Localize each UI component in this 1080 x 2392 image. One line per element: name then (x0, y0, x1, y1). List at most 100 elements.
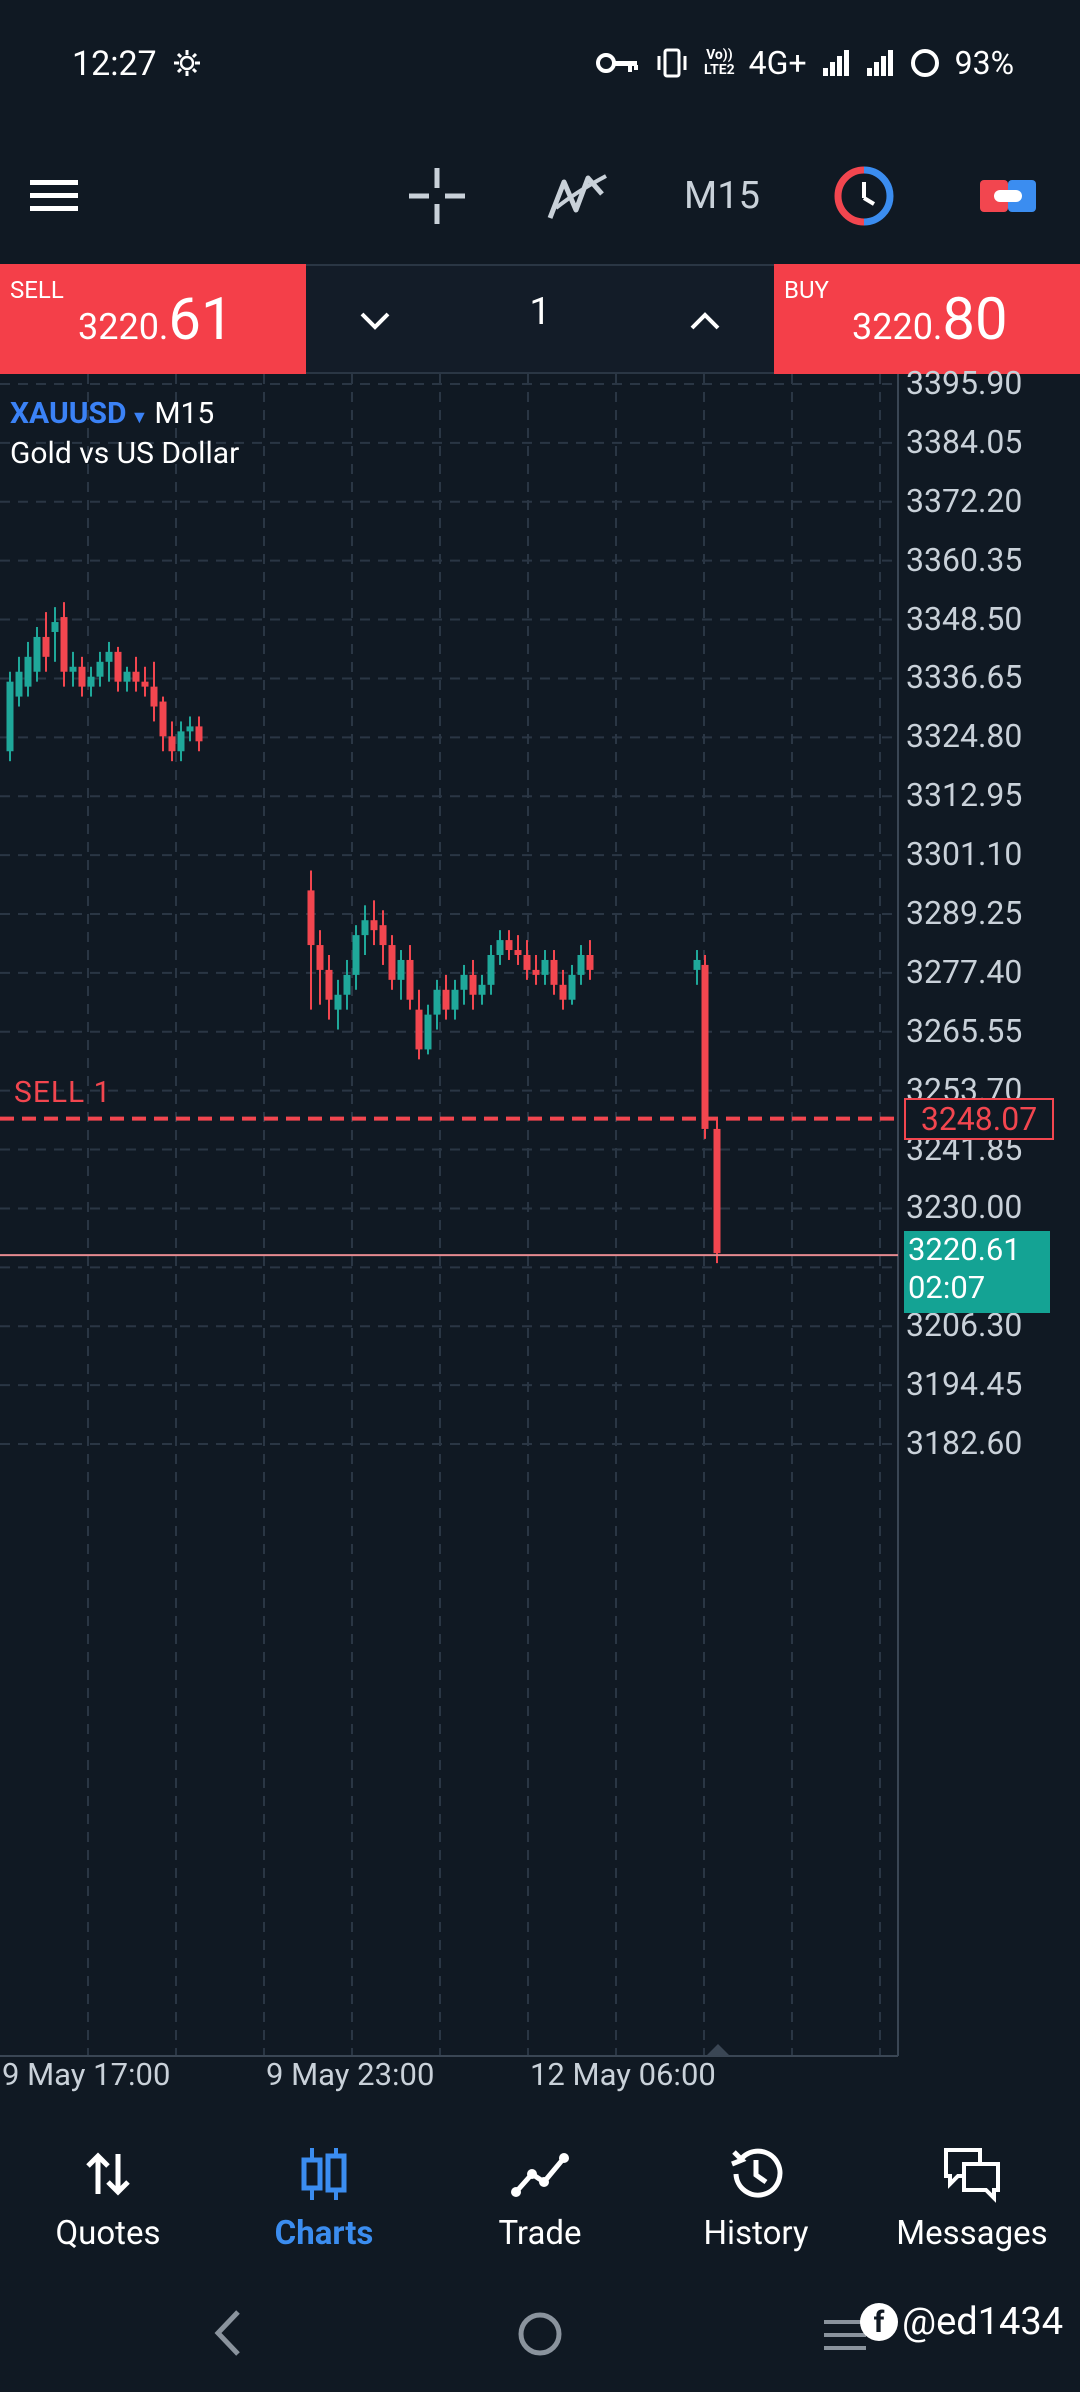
symbol-switch-button[interactable] (832, 158, 896, 234)
candle (78, 656, 86, 697)
sell-button[interactable]: SELL 3220.61 (0, 264, 306, 374)
crosshair-button[interactable] (400, 158, 474, 234)
candle (469, 959, 477, 1010)
time-marker-icon (706, 2044, 730, 2056)
menu-button[interactable] (24, 158, 84, 234)
bottom-navigation: Quotes Charts Trade History Messages (0, 2120, 1080, 2276)
home-icon[interactable] (516, 2310, 564, 2358)
menu-icon (30, 180, 78, 211)
buy-price: 3220.80 (852, 286, 1008, 354)
candle (388, 935, 396, 990)
candle (713, 1118, 721, 1264)
trade-icon (511, 2152, 569, 2197)
candle (316, 930, 324, 1005)
chevron-up-icon[interactable] (680, 296, 730, 346)
candle (424, 1004, 432, 1055)
time-axis-label: 12 May 06:00 (530, 2056, 716, 2093)
candle (406, 945, 414, 1010)
status-bar: 12:27 Vo)) LTE2 4G+ (0, 0, 1080, 130)
price-axis-label: 3348.50 (906, 599, 1023, 638)
chart-symbol[interactable]: XAUUSD ▼ M15 (10, 396, 215, 431)
volume-value[interactable]: 1 (529, 290, 551, 334)
buy-label: BUY (784, 276, 829, 304)
gear-icon (174, 50, 200, 76)
candle (586, 940, 594, 980)
volume-selector: 1 (306, 264, 774, 374)
candle (460, 964, 468, 1005)
back-icon[interactable] (208, 2306, 248, 2360)
candle (105, 641, 113, 682)
key-icon (596, 53, 639, 73)
candle (343, 959, 351, 1010)
chart-toolbar: M15 (0, 130, 1080, 264)
price-axis-label: 3395.90 (906, 364, 1023, 402)
nav-history[interactable]: History (648, 2120, 864, 2276)
recent-apps-icon[interactable] (822, 2316, 868, 2354)
bid-price: 3220.61 (908, 1231, 1021, 1269)
order-line-label[interactable]: SELL 1 (14, 1074, 112, 1110)
status-time: 12:27 (72, 44, 157, 84)
price-axis-label: 3182.60 (906, 1424, 1023, 1462)
candle (114, 646, 122, 692)
clock-switch-icon (834, 166, 894, 226)
candle (42, 612, 50, 672)
candle (168, 721, 176, 762)
candle (352, 925, 360, 990)
time-axis-label: 9 May 23:00 (266, 2056, 435, 2093)
price-axis-label: 3230.00 (906, 1188, 1023, 1227)
candle (177, 721, 185, 762)
candle (87, 666, 95, 697)
buy-button[interactable]: BUY 3220.80 (774, 264, 1080, 374)
timeframe-button[interactable]: M15 (684, 174, 760, 218)
order-price-tag[interactable]: 3248.07 (904, 1097, 1054, 1140)
nav-messages[interactable]: Messages (864, 2120, 1080, 2276)
history-icon (731, 2148, 783, 2198)
candle (370, 900, 378, 946)
candle (150, 661, 158, 722)
signal-icon-2 (866, 50, 893, 76)
candle (550, 950, 558, 995)
candle (69, 651, 77, 687)
candle (701, 954, 709, 1139)
vibrate-icon (657, 48, 687, 78)
candle (33, 627, 41, 682)
one-click-trading-button[interactable] (972, 158, 1044, 234)
bid-price-tag: 3220.61 02:07 (904, 1231, 1050, 1314)
quotes-icon (86, 2151, 130, 2196)
candle (141, 666, 149, 697)
nav-charts[interactable]: Charts (216, 2120, 432, 2276)
candle (397, 950, 405, 1000)
price-chart[interactable]: XAUUSD ▼ M15 Gold vs US Dollar 3395.90 3384… (0, 364, 1080, 2093)
candle (541, 950, 549, 985)
price-axis-label: 3384.05 (906, 422, 1023, 461)
nav-quotes[interactable]: Quotes (0, 2120, 216, 2276)
candle (577, 945, 585, 985)
price-axis-label: 3324.80 (906, 717, 1023, 756)
candle (334, 979, 342, 1030)
battery-level: 93% (954, 44, 1014, 82)
chart-canvas[interactable] (0, 374, 1080, 2074)
candle (514, 935, 522, 965)
price-axis-label: 3289.25 (906, 894, 1023, 932)
chevron-down-icon[interactable] (350, 296, 400, 346)
crosshair-icon (409, 168, 465, 224)
candle (195, 716, 203, 752)
candle (415, 989, 423, 1060)
candle (186, 716, 194, 742)
candle (487, 945, 495, 995)
candle (693, 950, 701, 985)
candle (451, 979, 459, 1020)
candle (505, 930, 513, 960)
candle (96, 651, 104, 687)
candle (442, 974, 450, 1020)
triangle-down-icon: ▼ (130, 407, 149, 428)
candle (132, 656, 140, 692)
candle (6, 671, 14, 762)
price-axis-label: 3265.55 (906, 1011, 1023, 1050)
bar-countdown: 02:07 (908, 1269, 986, 1307)
indicators-button[interactable] (538, 158, 618, 234)
signal-icon (822, 50, 849, 76)
candle (523, 940, 531, 980)
candle (478, 974, 486, 1005)
nav-trade[interactable]: Trade (432, 2120, 648, 2276)
